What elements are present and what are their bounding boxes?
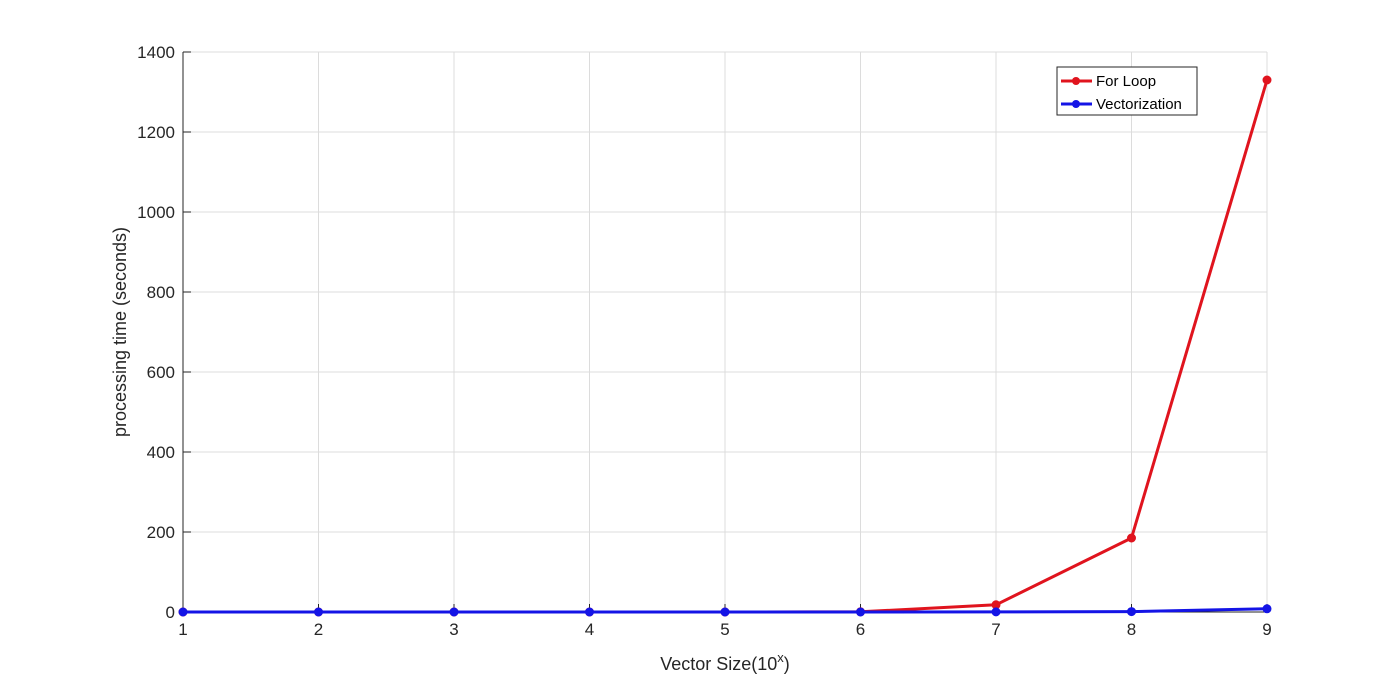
data-point	[1262, 75, 1272, 85]
x-axis-label: Vector Size(10x)	[660, 650, 790, 674]
data-point	[991, 607, 1001, 617]
x-axis-label-close: )	[784, 654, 790, 674]
y-tick-label: 0	[166, 603, 175, 622]
data-point	[1127, 607, 1136, 617]
y-tick-label: 1400	[137, 43, 175, 62]
x-axis-label-superscript: x	[777, 650, 784, 665]
x-tick-label: 6	[856, 620, 865, 639]
y-tick-label: 1000	[137, 203, 175, 222]
data-point	[1262, 604, 1272, 614]
x-axis-ticks: 1 2 3 4 5 6 7 8 9	[178, 604, 1272, 639]
series-group	[178, 75, 1272, 617]
x-tick-label: 5	[720, 620, 729, 639]
x-tick-label: 8	[1127, 620, 1136, 639]
x-tick-label: 1	[178, 620, 187, 639]
data-point	[585, 607, 594, 617]
data-point	[449, 607, 459, 617]
data-point	[856, 607, 865, 617]
grid-lines	[182, 51, 1268, 613]
data-point	[314, 607, 323, 617]
series-1	[178, 604, 1272, 617]
x-tick-label: 3	[449, 620, 458, 639]
legend-swatch-marker	[1072, 100, 1080, 108]
y-axis-ticks: 0 200 400 600 800 1000 1200 1400	[137, 43, 191, 622]
legend-label: Vectorization	[1096, 96, 1182, 113]
x-axis-label-main: Vector Size(10	[660, 654, 777, 674]
x-tick-label: 9	[1262, 620, 1271, 639]
y-tick-label: 200	[147, 523, 175, 542]
legend: For Loop Vectorization	[1056, 66, 1198, 116]
data-point	[720, 607, 730, 617]
y-axis-label: processing time (seconds)	[110, 227, 130, 437]
y-tick-label: 400	[147, 443, 175, 462]
legend-swatch-marker	[1072, 77, 1080, 85]
y-tick-label: 800	[147, 283, 175, 302]
legend-box	[1056, 66, 1198, 116]
data-point	[178, 607, 188, 617]
x-tick-label: 2	[314, 620, 323, 639]
y-tick-label: 600	[147, 363, 175, 382]
y-tick-label: 1200	[137, 123, 175, 142]
legend-label: For Loop	[1096, 73, 1156, 90]
x-tick-label: 4	[585, 620, 594, 639]
data-point	[1127, 533, 1136, 543]
x-tick-label: 7	[991, 620, 1000, 639]
